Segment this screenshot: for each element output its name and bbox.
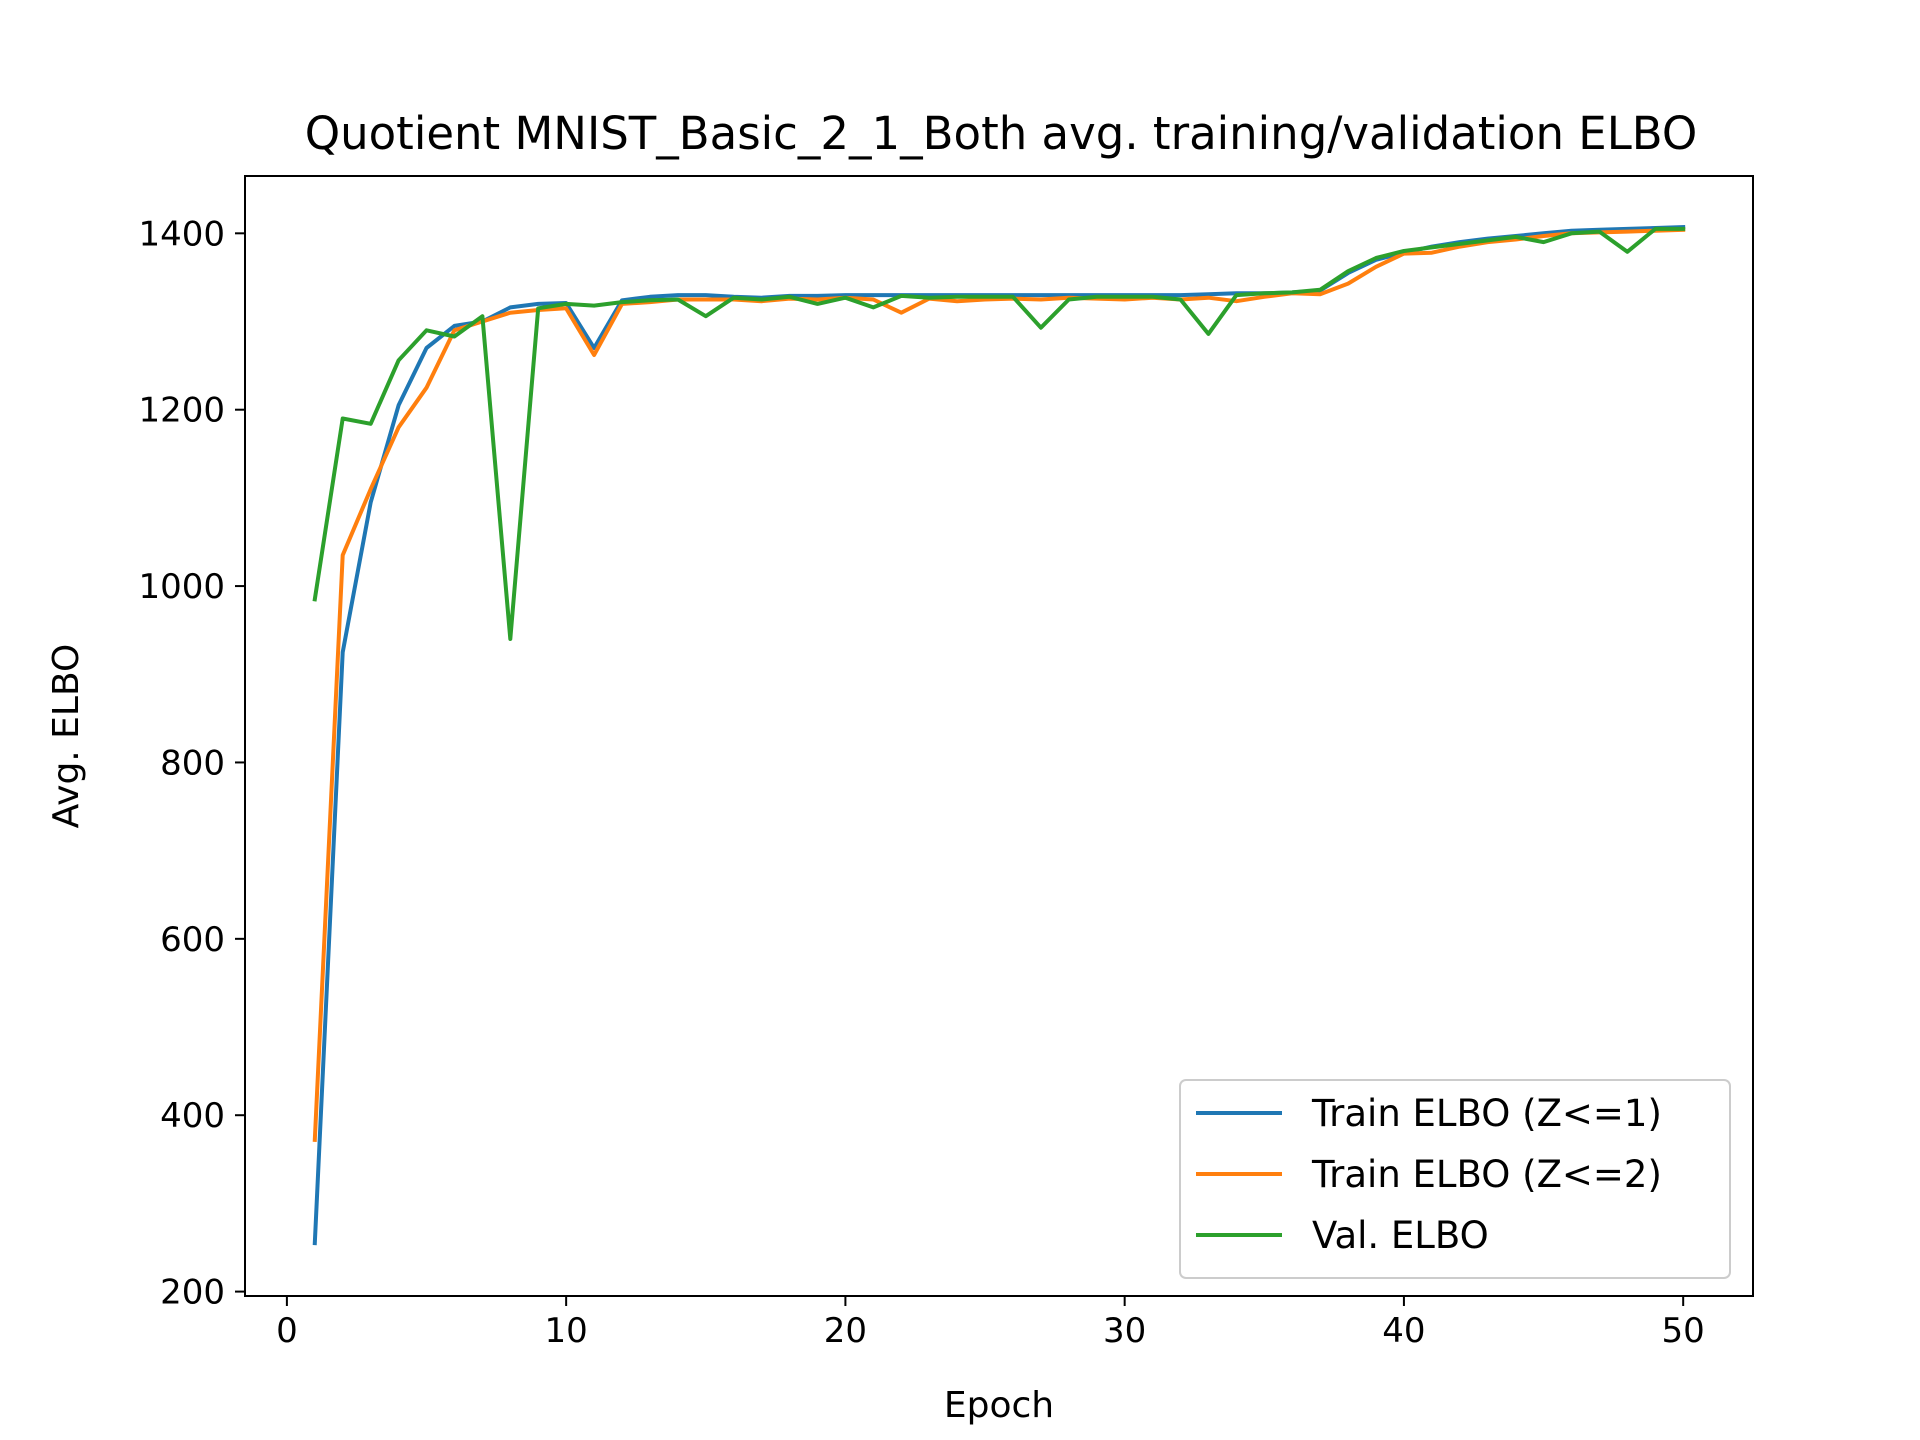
plot-frame [244, 175, 1754, 1297]
y-tick-label: 800 [160, 743, 225, 783]
legend-label: Train ELBO (Z<=1) [1311, 1092, 1662, 1135]
x-tick-label: 30 [1103, 1311, 1146, 1351]
y-axis: 200 400 600 800 1000 1200 1400 [138, 214, 245, 1313]
x-tick-label: 0 [276, 1311, 298, 1351]
x-tick-label: 50 [1662, 1311, 1705, 1351]
y-tick-label: 600 [160, 920, 225, 960]
legend: Train ELBO (Z<=1) Train ELBO (Z<=2) Val. E… [1179, 1079, 1731, 1279]
y-tick-label: 400 [160, 1096, 225, 1136]
series-line-2 [312, 227, 1686, 1142]
legend-label: Val. ELBO [1312, 1214, 1489, 1257]
plot-area [312, 225, 1686, 1246]
series-line-3 [312, 226, 1686, 641]
x-tick-label: 10 [545, 1311, 588, 1351]
x-tick-label: 20 [824, 1311, 867, 1351]
y-tick-label: 1400 [138, 214, 225, 254]
legend-box [1179, 1079, 1731, 1279]
y-tick-label: 200 [160, 1273, 225, 1313]
legend-label: Train ELBO (Z<=2) [1311, 1153, 1662, 1196]
x-axis: 0 10 20 30 40 50 [276, 1296, 1705, 1351]
y-axis-label: Avg. ELBO [46, 644, 87, 829]
x-axis-label: Epoch [944, 1385, 1054, 1426]
chart-title: Quotient MNIST_Basic_2_1_Both avg. train… [305, 107, 1698, 160]
y-tick-label: 1200 [138, 391, 225, 431]
y-tick-label: 1000 [138, 567, 225, 607]
x-tick-label: 40 [1382, 1311, 1425, 1351]
